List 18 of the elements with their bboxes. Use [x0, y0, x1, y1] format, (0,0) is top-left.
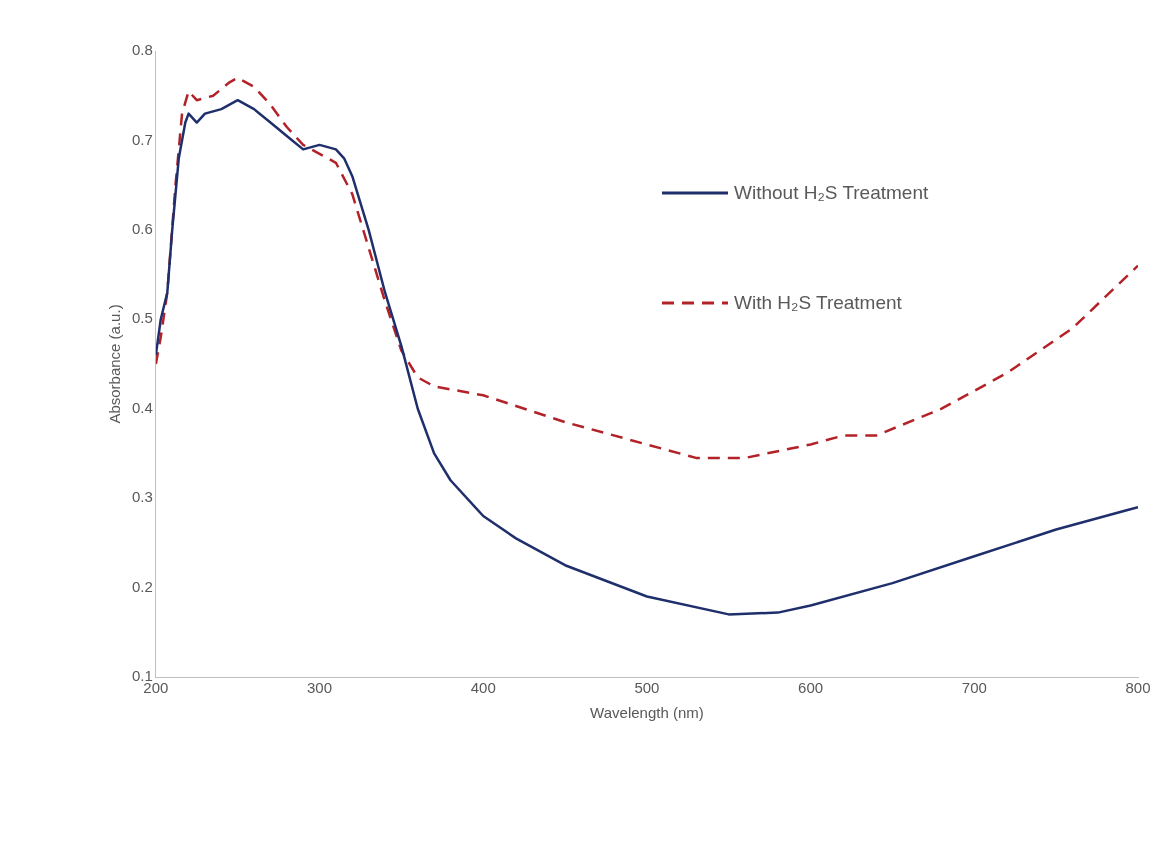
legend-label: With H₂S Treatment [734, 292, 902, 314]
x-axis-title: Wavelength (nm) [590, 704, 704, 722]
y-tick-label: 0.2 [131, 577, 153, 595]
y-tick-label: 0.3 [131, 488, 153, 506]
x-tick-label: 300 [307, 679, 333, 697]
y-tick-label: 0.6 [131, 220, 153, 237]
line-series [155, 76, 1138, 460]
x-tick-label: 600 [798, 679, 824, 697]
legend-label: Without H₂S Treatment [734, 182, 929, 204]
x-tick-label: 500 [634, 679, 660, 697]
y-tick-label: 0.8 [131, 41, 153, 59]
y-tick-label: 0.7 [131, 130, 153, 148]
x-tick-label: 800 [1125, 679, 1151, 697]
y-axis-title: Absorbance (a.u.) [106, 304, 124, 424]
x-tick-label: 400 [470, 679, 496, 697]
y-tick-label: 0.5 [131, 309, 153, 327]
x-tick-label: 700 [961, 679, 987, 697]
y-tick-label: 0.4 [131, 398, 153, 416]
